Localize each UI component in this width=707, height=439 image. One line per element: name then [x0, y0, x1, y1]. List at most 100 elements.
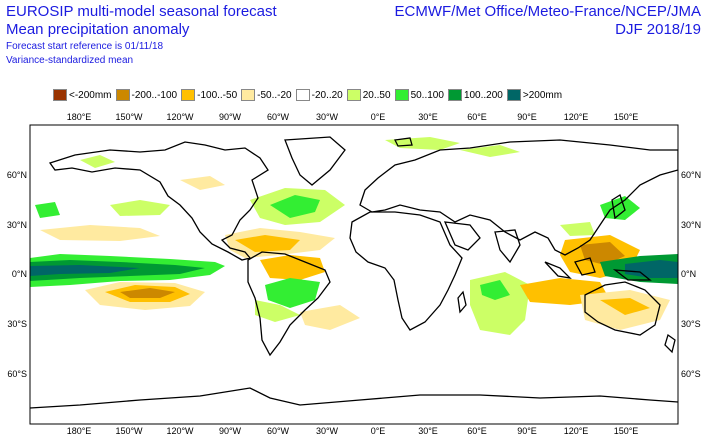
lon-label: 60°E	[467, 426, 487, 436]
amazon-dry	[260, 255, 325, 280]
lat-labels-left: 60°N 30°N 0°N 30°S 60°S	[7, 170, 27, 379]
coast-sumatra	[544, 261, 572, 279]
north-america-dry	[180, 176, 225, 190]
coast-north-america	[48, 141, 269, 261]
pacific-wet-outer	[30, 254, 225, 287]
lon-label: 180°E	[67, 112, 92, 122]
maritime-dry-outer	[560, 235, 640, 278]
lat-label: 30°S	[681, 319, 701, 329]
coast-eurasia	[359, 139, 678, 256]
lat-labels-right: 60°N 30°N 0°N 30°S 60°S	[681, 170, 701, 379]
indian-ocean-wet-core	[480, 280, 510, 300]
south-pacific-dry-outer	[85, 282, 205, 310]
indian-ocean-wet	[470, 272, 530, 335]
lon-labels-bottom: 180°E 150°W 120°W 90°W 60°W 30°W 0°E 30°…	[67, 426, 639, 436]
color-legend: <-200mm -200..-100 -100..-50 -50..-20 -2…	[53, 88, 566, 102]
south-pacific-dry-core	[120, 288, 175, 298]
legend-swatch	[394, 89, 409, 101]
legend-swatch	[53, 89, 67, 101]
lon-label: 60°E	[467, 112, 487, 122]
legend-label: -100..-50	[197, 89, 238, 101]
lat-label: 30°S	[7, 319, 27, 329]
lon-labels-top: 180°E 150°W 120°W 90°W 60°W 30°W 0°E 30°…	[67, 112, 639, 122]
lon-label: 150°E	[614, 112, 639, 122]
lon-label: 120°E	[564, 426, 589, 436]
legend-item: 50..100	[394, 89, 444, 101]
lon-label: 180°E	[67, 426, 92, 436]
title-line-1: EUROSIP multi-model seasonal forecast	[6, 3, 277, 20]
legend-label: >200mm	[522, 89, 563, 101]
legend-label: 100..200	[463, 89, 503, 101]
season-label: DJF 2018/19	[615, 21, 701, 38]
arctic-wet	[385, 137, 460, 150]
coast-australia	[584, 281, 661, 336]
caribbean-dry-outer	[225, 228, 335, 258]
east-asia-wet	[560, 222, 595, 236]
map-frame	[29, 124, 679, 425]
west-pacific-wet-core	[625, 260, 678, 278]
coast-borneo	[574, 257, 596, 276]
coast-madagascar	[457, 290, 467, 314]
variance-note: Variance-standardized mean	[6, 55, 134, 66]
south-america-wet-halo	[255, 300, 300, 322]
legend-swatch	[295, 89, 310, 101]
legend-item: -200..-100	[115, 89, 177, 101]
legend-item: -100..-50	[181, 89, 237, 101]
lat-label: 30°N	[681, 220, 701, 230]
south-atlantic-dry	[300, 305, 360, 330]
lon-label: 30°E	[418, 112, 438, 122]
north-pacific-wet	[110, 200, 170, 216]
legend-item: 20..50	[346, 89, 391, 101]
lon-label: 120°W	[166, 112, 194, 122]
coast-africa	[349, 211, 463, 331]
title-line-2: Mean precipitation anomaly	[6, 21, 190, 38]
lat-label: 30°N	[7, 220, 27, 230]
coast-south-america	[247, 251, 331, 357]
legend-item: >200mm	[506, 89, 563, 101]
lon-label: 90°W	[219, 426, 242, 436]
centres-label: ECMWF/Met Office/Meteo-France/NCEP/JMA	[394, 3, 701, 20]
legend-label: 50..100	[410, 89, 444, 101]
coast-arabia	[443, 221, 481, 251]
legend-label: -50..-20	[257, 89, 292, 101]
legend-item: -20..20	[295, 89, 343, 101]
legend-item: <-200mm	[53, 89, 112, 101]
coastlines	[30, 136, 678, 409]
lon-label: 150°W	[115, 426, 143, 436]
south-america-wet	[265, 278, 320, 308]
indian-ocean-dry	[520, 278, 610, 305]
legend-swatch	[346, 89, 361, 101]
south-pacific-dry-inner	[105, 285, 190, 302]
legend-label: -20..20	[311, 89, 343, 101]
forecast-reference: Forecast start reference is 01/11/18	[6, 41, 164, 52]
maritime-dry-core	[580, 242, 625, 265]
coast-greenland	[284, 136, 346, 186]
legend-swatch	[506, 89, 521, 101]
lon-label: 150°W	[115, 112, 143, 122]
lat-label: 0°N	[681, 269, 696, 279]
legend-item: 100..200	[447, 89, 503, 101]
lat-label: 60°N	[7, 170, 27, 180]
lon-label: 90°E	[517, 426, 537, 436]
coast-antarctica	[30, 387, 678, 409]
lon-label: 90°E	[517, 112, 537, 122]
lon-label: 30°E	[418, 426, 438, 436]
japan-wet	[600, 196, 640, 220]
legend-label: 20..50	[362, 89, 391, 101]
north-pacific-dry	[40, 225, 160, 241]
alaska-wet	[80, 155, 115, 168]
caribbean-dry-inner	[235, 235, 300, 252]
legend-item: -50..-20	[241, 89, 292, 101]
lon-label: 60°W	[267, 426, 290, 436]
pacific-wet-core	[30, 265, 140, 276]
lon-label: 30°W	[316, 112, 339, 122]
lon-label: 0°E	[371, 426, 386, 436]
lon-label: 30°W	[316, 426, 339, 436]
australia-dry	[580, 290, 670, 330]
atlantic-wet-outer	[250, 188, 345, 225]
australia-dry-core	[600, 298, 650, 315]
north-pacific-wet-2	[35, 202, 60, 218]
legend-swatch	[241, 89, 256, 101]
legend-swatch	[447, 89, 462, 101]
lon-label: 0°E	[371, 112, 386, 122]
